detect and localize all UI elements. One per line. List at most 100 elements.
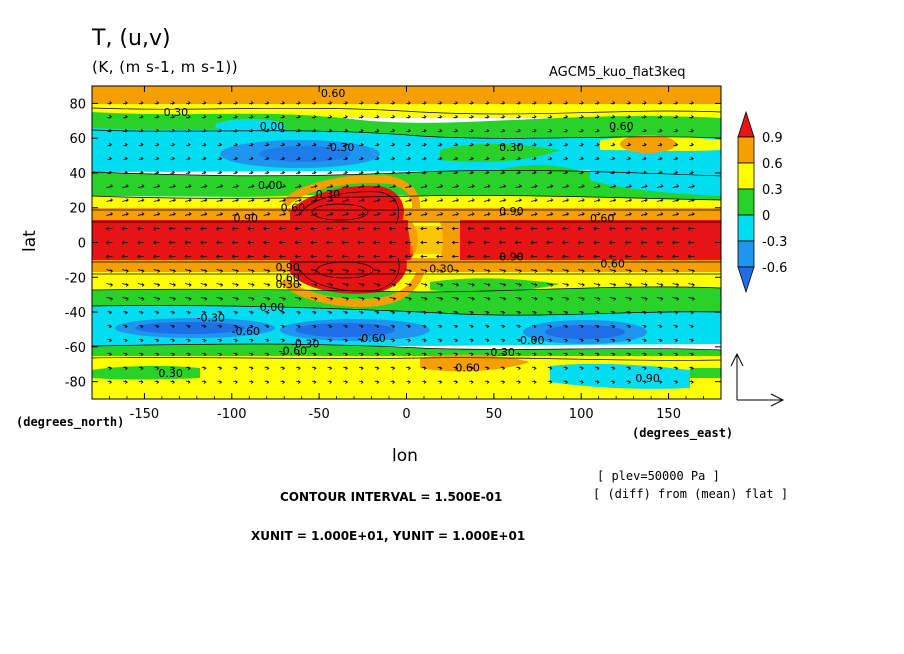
wind-vector-head: [283, 297, 287, 301]
wind-vector-head: [471, 283, 475, 287]
contour-label: 0.90: [499, 205, 524, 218]
wind-vector-head: [200, 254, 204, 259]
wind-vector-head: [141, 184, 145, 188]
wind-vector-head: [263, 254, 266, 259]
wind-vector-head: [173, 198, 177, 202]
wind-vector-head: [361, 212, 365, 216]
wind-vector-head: [140, 101, 144, 105]
wind-vector-head: [439, 142, 443, 147]
wind-vector-head: [152, 240, 156, 245]
contour-label: 0.60: [455, 362, 480, 375]
wind-vector-head: [314, 198, 318, 202]
wind-vector-head: [533, 366, 537, 371]
wind-vector-head: [691, 338, 694, 343]
wind-vector-head: [204, 269, 208, 273]
wind-vector-head: [487, 198, 491, 202]
wind-vector-head: [172, 366, 176, 371]
wind-vector-head: [439, 310, 443, 315]
wind-vector-head: [266, 366, 270, 371]
wind-vector-head: [581, 212, 585, 216]
wind-vector-head: [188, 212, 192, 216]
wind-vector-head: [691, 156, 694, 161]
wind-vector-head: [502, 310, 506, 315]
wind-vector-head: [643, 366, 647, 371]
wind-vector-head: [140, 380, 144, 384]
wind-vector-head: [692, 283, 695, 287]
wind-vector-head: [550, 269, 554, 273]
green-island-north: [500, 165, 590, 184]
wind-vector-head: [424, 184, 428, 188]
wind-vector-head: [361, 269, 365, 273]
x-tick-label: -150: [130, 407, 160, 422]
wind-vector-head: [519, 198, 522, 202]
wind-vector-head: [282, 310, 286, 315]
x-tick-label: 0: [402, 407, 410, 422]
wind-vector-head: [330, 283, 334, 287]
y-tick-label: -20: [65, 271, 86, 286]
wind-vector-head: [675, 338, 679, 343]
contour-label: 0.00: [258, 179, 283, 192]
wind-vector-head: [409, 184, 412, 188]
wind-vector-head: [581, 297, 585, 301]
wind-vector-head: [596, 338, 600, 343]
wind-vector-head: [691, 114, 694, 119]
wind-vector-head: [546, 254, 550, 259]
wind-vector-head: [266, 324, 270, 329]
wind-vector-head: [172, 142, 176, 147]
wind-vector-head: [561, 226, 565, 231]
wind-vector-head: [267, 212, 271, 216]
wind-vector-head: [267, 297, 271, 301]
wind-vector-head: [439, 366, 443, 371]
wind-vector-head: [534, 198, 538, 202]
wind-vector-head: [330, 297, 334, 301]
wind-vector-head: [467, 254, 471, 259]
wind-vector-head: [408, 338, 411, 343]
wind-vector-head: [109, 101, 113, 105]
wind-vector-head: [235, 114, 238, 119]
wind-vector-head: [612, 114, 616, 119]
wind-vector-head: [487, 184, 491, 188]
wind-vector-head: [250, 101, 254, 105]
wind-vector-head: [172, 310, 176, 315]
colorbar-label: 0.9: [762, 131, 783, 146]
wind-vector-head: [518, 101, 521, 105]
wind-vector-head: [187, 380, 191, 384]
wind-vector-head: [408, 170, 411, 175]
wind-vector-head: [203, 324, 207, 329]
y-tick-label: 20: [69, 202, 86, 217]
experiment-name: AGCM5_kuo_flat3keq: [549, 65, 686, 80]
wind-vector-head: [393, 269, 397, 273]
wind-vector-head: [436, 254, 439, 259]
wind-vector-head: [550, 297, 554, 301]
wind-vector-head: [580, 114, 584, 119]
wind-vector-head: [423, 366, 427, 371]
wind-vector-head: [467, 240, 471, 245]
wind-vector-head: [455, 324, 459, 329]
wind-vector-head: [345, 366, 349, 371]
wind-vector-head: [675, 142, 679, 147]
wind-vector-head: [660, 269, 664, 273]
contour-label: 0.00: [520, 334, 545, 347]
wind-vector-head: [109, 310, 113, 315]
temperature-field: [92, 86, 721, 399]
wind-vector-head: [235, 324, 238, 329]
wind-vector-head: [675, 156, 679, 161]
wind-vector-head: [577, 254, 581, 259]
contour-label: 0.60: [590, 212, 615, 225]
wind-vector-head: [247, 254, 251, 259]
wind-vector-head: [423, 380, 427, 384]
wind-vector-head: [455, 310, 459, 315]
wind-vector-head: [612, 338, 616, 343]
wind-vector-head: [329, 310, 333, 315]
wind-vector-head: [424, 269, 428, 273]
wind-vector-head: [640, 254, 644, 259]
wind-vector-head: [455, 128, 459, 133]
wind-vector-head: [420, 254, 424, 259]
wind-vector-head: [361, 283, 365, 287]
wind-vector-head: [310, 254, 314, 259]
wind-vector-head: [283, 184, 287, 188]
wind-vector-head: [346, 184, 350, 188]
wind-vector-head: [612, 324, 616, 329]
wind-vector-head: [263, 240, 266, 245]
wind-vector-head: [597, 198, 601, 202]
